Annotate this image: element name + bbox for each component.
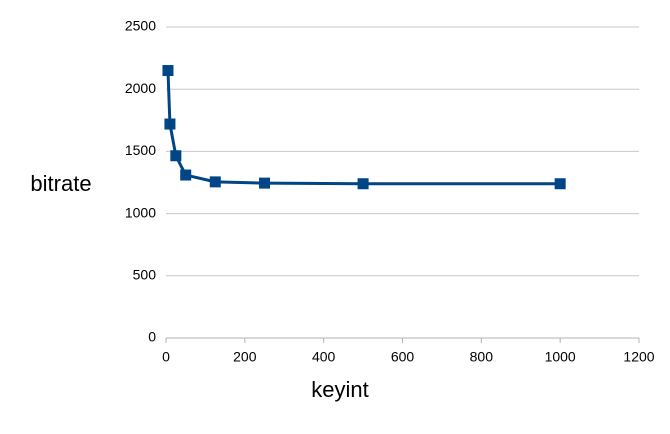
data-point [164, 118, 176, 130]
y-tick-label: 500 [133, 267, 157, 283]
x-tick-label: 1200 [623, 349, 654, 365]
y-axis-label: bitrate [30, 171, 91, 196]
data-point [209, 176, 221, 188]
series-line [166, 70, 561, 186]
data-point [357, 178, 369, 190]
x-tick-label: 0 [162, 349, 170, 365]
data-point [170, 150, 182, 162]
y-tick-label: 0 [148, 329, 156, 345]
data-point [180, 169, 192, 181]
x-tick-label: 400 [312, 349, 336, 365]
data-point [259, 177, 271, 189]
x-tick-label: 800 [470, 349, 494, 365]
data-point [162, 65, 174, 77]
y-tick-label: 1000 [125, 204, 156, 220]
y-tick-label: 1500 [125, 142, 156, 158]
y-tick-label: 2000 [125, 80, 156, 96]
x-axis-label: keyint [311, 377, 368, 402]
y-tick-label: 2500 [125, 18, 156, 34]
x-tick-label: 600 [391, 349, 415, 365]
data-point [554, 178, 566, 190]
x-tick-label: 1000 [545, 349, 576, 365]
x-tick-label: 200 [233, 349, 257, 365]
